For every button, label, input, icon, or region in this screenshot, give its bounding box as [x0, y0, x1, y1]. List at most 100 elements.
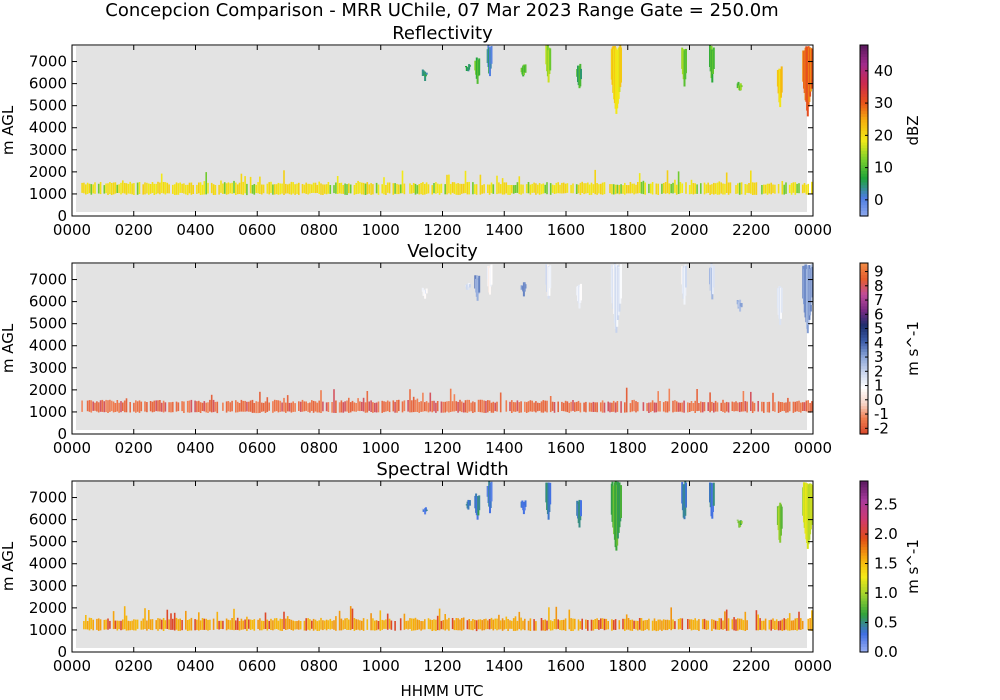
spectral-width-echo-column	[424, 507, 427, 512]
spectral-width-low-layer-streak	[637, 620, 639, 631]
reflectivity-x-tick-label: 1000	[362, 221, 400, 239]
velocity-low-layer-streak	[394, 401, 396, 413]
spectral-width-echoes	[421, 481, 814, 551]
spectral-width-colorbar-segment	[860, 535, 868, 539]
velocity-colorbar-tick-label: -2	[874, 419, 889, 437]
velocity-low-layer-streak	[642, 402, 645, 411]
reflectivity-low-layer-streak	[666, 170, 669, 194]
velocity-low-layer-streak	[214, 401, 217, 412]
reflectivity-low-layer-streak	[105, 183, 107, 194]
reflectivity-colorbar-tick-label: 0	[874, 191, 884, 209]
spectral-width-low-layer-streak	[553, 619, 556, 629]
reflectivity-colorbar-segment	[860, 170, 868, 174]
spectral-width-low-layer-streak	[303, 620, 306, 631]
spectral-width-low-layer-streak	[133, 619, 135, 631]
reflectivity-low-layer-streak	[188, 182, 191, 194]
velocity-colorbar-label: m s^-1	[904, 321, 922, 376]
spectral-width-colorbar-segment	[860, 566, 868, 570]
reflectivity-low-layer-streak	[483, 184, 485, 194]
velocity-echo-column	[421, 287, 424, 292]
spectral-width-low-layer-streak	[329, 618, 332, 630]
velocity-colorbar-segment	[860, 297, 868, 301]
spectral-width-low-layer-streak	[142, 618, 144, 630]
velocity-low-layer-streak	[659, 401, 661, 412]
spectral-width-low-layer-streak	[651, 620, 654, 631]
spectral-width-low-layer-streak	[288, 619, 291, 629]
velocity-low-layer-streak	[322, 401, 324, 412]
velocity-low-layer-streak	[105, 399, 107, 412]
velocity-low-layer-streak	[725, 401, 728, 412]
velocity-low-layer-streak	[668, 388, 671, 412]
reflectivity-low-layer-streak	[435, 182, 437, 194]
velocity-low-layer-streak	[688, 402, 691, 412]
spectral-width-low-layer-streak	[318, 620, 320, 631]
velocity-low-layer-streak	[251, 399, 254, 413]
spectral-width-low-layer-streak	[653, 618, 656, 631]
reflectivity-low-layer-streak	[427, 184, 430, 194]
velocity-low-layer-streak	[531, 400, 533, 412]
velocity-colorbar-segment	[860, 419, 868, 424]
spectral-width-low-layer-streak	[494, 618, 496, 630]
spectral-width-low-layer-streak	[640, 618, 643, 631]
reflectivity-echo-column	[468, 64, 471, 67]
velocity-low-layer-streak	[703, 402, 706, 412]
velocity-low-layer-streak	[549, 396, 552, 413]
velocity-low-layer-streak	[720, 402, 722, 411]
reflectivity-low-layer-streak	[138, 182, 141, 194]
reflectivity-low-layer-streak	[309, 183, 311, 194]
spectral-width-low-layer-streak	[737, 618, 739, 631]
reflectivity-low-layer-streak	[314, 182, 317, 194]
velocity-low-layer-streak	[694, 400, 696, 413]
reflectivity-low-layer-streak	[183, 183, 185, 194]
spectral-width-low-layer-streak	[601, 618, 604, 629]
spectral-width-low-layer-streak	[781, 619, 784, 631]
velocity-echo-column	[425, 288, 428, 294]
velocity-low-layer-streak	[414, 399, 417, 412]
reflectivity-low-layer-streak	[725, 172, 728, 193]
spectral-width-low-layer-streak	[614, 619, 617, 630]
spectral-width-low-layer-streak	[557, 619, 559, 629]
spectral-width-colorbar-segment	[860, 515, 868, 519]
spectral-width-colorbar-segment	[860, 557, 868, 562]
spectral-width-low-layer-streak	[431, 620, 433, 631]
reflectivity-low-layer-streak	[344, 183, 346, 195]
velocity-low-layer-streak	[788, 401, 791, 412]
velocity-low-layer-streak	[110, 400, 113, 412]
spectral-width-echo-column	[740, 520, 743, 524]
reflectivity-echo-column	[490, 46, 493, 64]
spectral-width-low-layer-streak	[385, 619, 387, 629]
spectral-width-low-layer-streak	[520, 617, 522, 631]
reflectivity-low-layer-streak	[492, 184, 495, 194]
reflectivity-low-layer-streak	[537, 184, 539, 194]
reflectivity-echo-column	[524, 64, 527, 73]
spectral-width-low-layer-streak	[411, 618, 413, 631]
reflectivity-low-layer-streak	[594, 169, 596, 195]
spectral-width-colorbar-segment	[860, 606, 868, 610]
spectral-width-low-layer-streak	[792, 620, 795, 631]
reflectivity-colorbar-tick-label: 10	[874, 159, 893, 177]
velocity-low-layer-streak	[701, 402, 704, 413]
velocity-low-layer-streak	[357, 398, 359, 411]
velocity-colorbar-segment	[860, 291, 868, 295]
velocity-low-layer-streak	[412, 396, 415, 413]
spectral-width-colorbar-segment	[860, 646, 868, 650]
spectral-width-low-layer-streak	[638, 618, 641, 630]
spectral-width-low-layer-streak	[757, 614, 759, 631]
reflectivity-low-layer-streak	[227, 182, 230, 195]
reflectivity-low-layer-streak	[798, 183, 800, 194]
velocity-low-layer-streak	[264, 401, 267, 413]
velocity-low-layer-streak	[103, 401, 106, 413]
reflectivity-low-layer-streak	[487, 184, 489, 193]
spectral-width-low-layer-streak	[462, 617, 465, 630]
spectral-width-colorbar-segment	[860, 495, 868, 499]
reflectivity-low-layer-streak	[657, 183, 659, 195]
reflectivity-low-layer-streak	[766, 183, 769, 195]
spectral-width-low-layer-streak	[496, 618, 498, 631]
spectral-width-low-layer-streak	[694, 618, 696, 630]
spectral-width-low-layer-streak	[362, 618, 365, 631]
velocity-colorbar-tick-label: 8	[874, 277, 884, 295]
reflectivity-low-layer-streak	[740, 182, 743, 195]
spectral-width-colorbar-segment	[860, 483, 868, 488]
velocity-colorbar-segment	[860, 408, 868, 412]
velocity-low-layer-streak	[583, 402, 585, 412]
